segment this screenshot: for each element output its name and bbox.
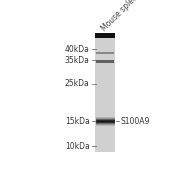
Text: 25kDa: 25kDa bbox=[65, 79, 89, 88]
Text: S100A9: S100A9 bbox=[120, 117, 150, 126]
Bar bbox=[95, 34, 115, 152]
Text: 40kDa: 40kDa bbox=[65, 45, 89, 54]
Bar bbox=[95, 33, 115, 38]
Text: 10kDa: 10kDa bbox=[65, 142, 89, 151]
Text: 15kDa: 15kDa bbox=[65, 117, 89, 126]
Bar bbox=[96, 51, 114, 54]
Bar bbox=[96, 60, 114, 63]
Text: Mouse spleen: Mouse spleen bbox=[99, 0, 143, 33]
Text: 35kDa: 35kDa bbox=[65, 56, 89, 65]
